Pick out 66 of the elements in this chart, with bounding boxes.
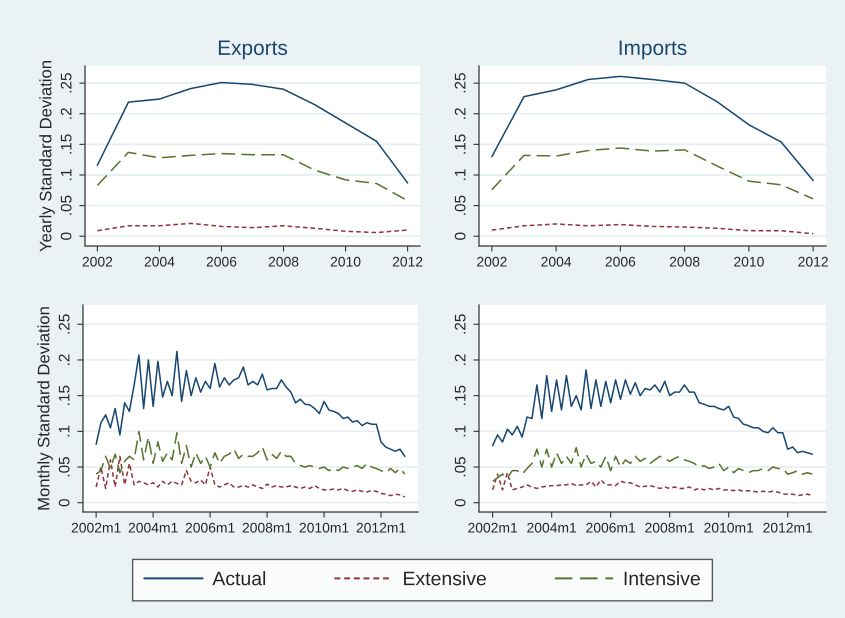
x-tick-label: 2002m1 [72, 522, 121, 533]
y-tick-label: 0 [454, 232, 466, 240]
y-tick-label: 0 [58, 499, 70, 506]
x-tick-label: 2004m1 [128, 522, 178, 533]
y-tick-label: .25 [60, 73, 72, 92]
line-series [95, 350, 406, 458]
x-tick-label: 2006m1 [586, 522, 636, 533]
y-tick-label: .15 [60, 134, 72, 154]
x-tick-label: 2010m1 [704, 522, 754, 533]
y-tick-label: .2 [60, 108, 72, 119]
x-tick-label: 2008m1 [645, 522, 694, 533]
x-tick-label: 2002 [477, 256, 507, 267]
y-tick-label: .05 [60, 196, 72, 215]
x-tick-label: 2012m1 [763, 522, 812, 533]
x-tick-label: 2008 [670, 256, 700, 267]
x-tick-label: 2012m1 [356, 522, 406, 533]
line-series [491, 147, 814, 200]
x-tick-label: 2006 [606, 256, 636, 267]
x-tick-label: 2012 [798, 256, 828, 267]
x-tick-label: 2004 [541, 256, 572, 267]
legend-label: Actual [212, 571, 266, 586]
y-tick-label: .2 [454, 354, 466, 365]
x-tick-label: 2006m1 [186, 522, 235, 533]
x-tick-label: 2010 [734, 256, 764, 267]
line-series [95, 430, 406, 475]
line-series [492, 472, 814, 496]
line-series [96, 222, 408, 234]
y-tick-label: .2 [454, 108, 466, 119]
x-tick-label: 2004 [144, 256, 174, 267]
line-series [491, 76, 814, 182]
x-tick-label: 2006 [206, 256, 236, 267]
x-tick-label: 2002m1 [468, 522, 518, 533]
chart-title: Imports [620, 40, 686, 60]
line-series [95, 456, 406, 498]
y-tick-label: .1 [60, 169, 72, 180]
legend-label: Extensive [404, 571, 486, 586]
line-series [96, 82, 408, 184]
y-axis-title: Monthly Standard Deviation [37, 307, 53, 510]
x-tick-label: 2008 [268, 256, 298, 267]
x-tick-label: 2010m1 [300, 522, 348, 533]
y-tick-label: .15 [454, 134, 466, 154]
x-tick-label: 2008m1 [242, 522, 292, 533]
x-tick-label: 2004m1 [527, 522, 576, 533]
y-tick-label: .05 [454, 196, 466, 215]
y-tick-label: .1 [58, 426, 70, 436]
line-series [492, 369, 814, 455]
y-tick-label: .15 [58, 386, 70, 405]
y-tick-label: .05 [58, 457, 70, 476]
x-tick-label: 2010 [330, 256, 360, 267]
line-series [492, 446, 814, 482]
y-tick-label: .25 [454, 314, 466, 334]
legend-label: Intensive [624, 571, 700, 586]
y-tick-label: .1 [454, 169, 466, 180]
y-tick-label: 0 [454, 499, 466, 506]
y-tick-label: 0 [60, 232, 72, 240]
y-tick-label: .05 [454, 457, 466, 476]
y-tick-label: .2 [58, 354, 70, 365]
x-tick-label: 2002 [82, 256, 112, 267]
y-tick-label: .15 [454, 386, 466, 405]
y-tick-label: .25 [58, 314, 70, 334]
chart-title: Exports [218, 40, 288, 60]
x-tick-label: 2012 [392, 256, 422, 267]
y-axis-title: Yearly Standard Deviation [39, 61, 55, 252]
line-series [491, 223, 814, 235]
y-tick-label: .25 [454, 73, 466, 92]
y-tick-label: .1 [454, 426, 466, 436]
